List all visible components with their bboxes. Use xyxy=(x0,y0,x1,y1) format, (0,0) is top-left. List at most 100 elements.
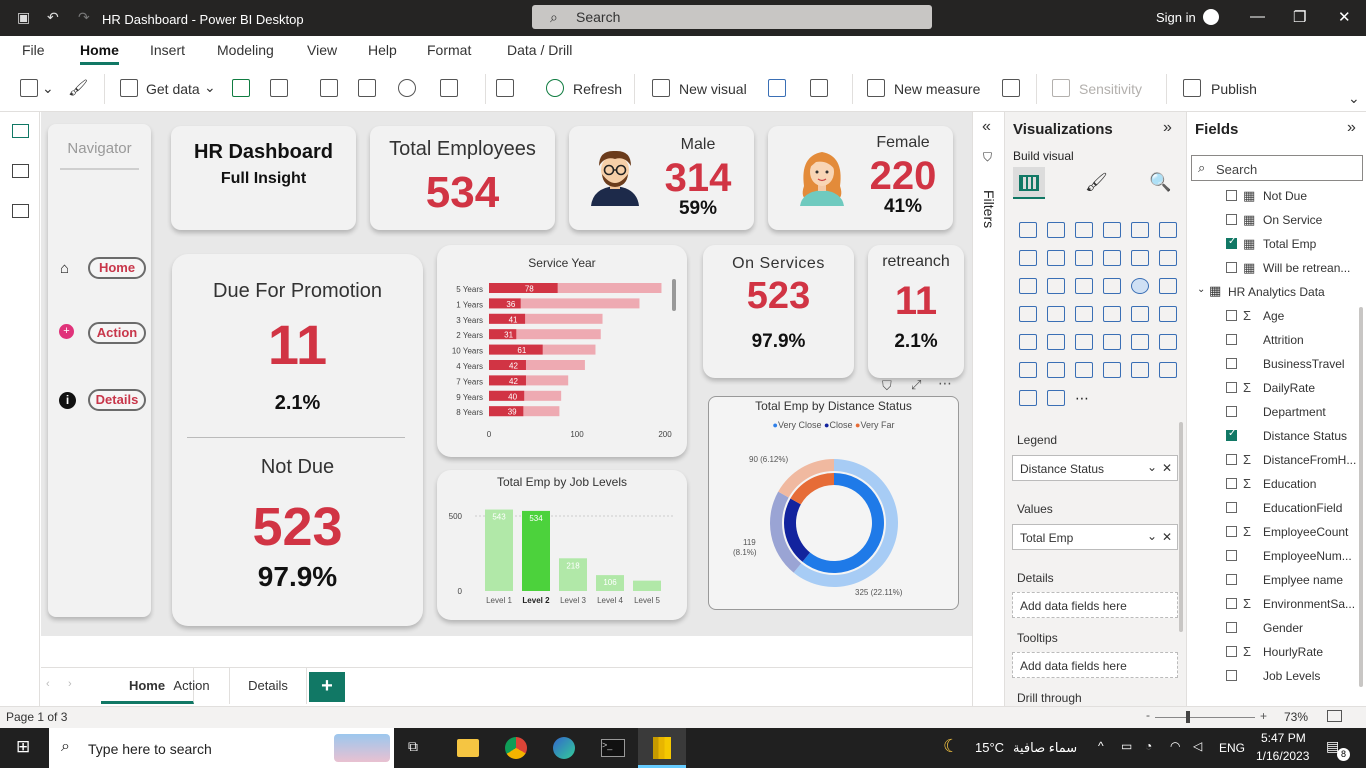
field-item[interactable]: Distance Status xyxy=(1187,424,1357,448)
fields-scrollbar[interactable] xyxy=(1359,307,1363,687)
zoom-out-icon[interactable]: - xyxy=(1146,708,1150,722)
waterfall-visual-icon[interactable] xyxy=(1019,278,1037,294)
zoom-slider[interactable] xyxy=(1155,717,1255,718)
get-data-icon[interactable] xyxy=(120,79,138,97)
values-field-well[interactable]: Total Emp ⌄ ✕ xyxy=(1012,524,1178,550)
job-levels-chart[interactable]: Total Emp by Job Levels 500 0 543 Level 1 53… xyxy=(437,470,687,620)
on-services-card[interactable]: On Services 523 97.9% xyxy=(703,245,854,378)
weather-desc[interactable]: سماء صافية xyxy=(1013,740,1078,755)
field-item[interactable]: Department xyxy=(1187,400,1357,424)
more-visuals-icon[interactable] xyxy=(810,79,828,97)
table-visual-icon[interactable] xyxy=(1047,334,1065,350)
viz-scrollbar[interactable] xyxy=(1179,422,1183,632)
chevron-right-icon[interactable]: › xyxy=(68,678,72,690)
restore-icon[interactable]: ❐ xyxy=(1293,9,1307,26)
key-influencers-visual-icon[interactable] xyxy=(1159,334,1177,350)
slicer-visual-icon[interactable] xyxy=(1019,334,1037,350)
field-item[interactable]: Attrition xyxy=(1187,328,1357,352)
get-data-button[interactable]: Get data xyxy=(146,81,200,97)
tab-help[interactable]: Help xyxy=(368,42,397,58)
field-checkbox[interactable] xyxy=(1226,526,1237,537)
battery-icon[interactable]: ▭ xyxy=(1121,739,1133,753)
remove-field-icon[interactable]: ✕ xyxy=(1161,461,1172,475)
power-automate-visual-icon[interactable] xyxy=(1019,390,1037,406)
taskbar-search[interactable]: ⌕ Type here to search xyxy=(49,728,394,768)
account-icon[interactable] xyxy=(1203,9,1219,25)
field-checkbox[interactable] xyxy=(1226,670,1237,681)
close-icon[interactable]: ✕ xyxy=(1338,9,1351,26)
filters-pane[interactable]: « ⛉ Filters xyxy=(972,112,1005,706)
nav-details-button[interactable]: Details xyxy=(88,389,146,411)
zoom-slider-thumb[interactable] xyxy=(1186,711,1190,723)
distance-status-chart[interactable]: Total Emp by Distance Status ●Very Close… xyxy=(708,396,959,610)
area-visual-icon[interactable] xyxy=(1047,250,1065,266)
clock-time[interactable]: 5:47 PM xyxy=(1261,731,1306,745)
zoom-in-icon[interactable]: + xyxy=(1260,709,1268,723)
dataverse-icon[interactable] xyxy=(398,79,416,97)
field-item[interactable]: ▦ Will be retrean... xyxy=(1187,256,1357,280)
field-item[interactable]: Σ DailyRate xyxy=(1187,376,1357,400)
page-tab-details[interactable]: Details xyxy=(230,668,307,704)
map-visual-icon[interactable] xyxy=(1019,306,1037,322)
new-visual-button[interactable]: New visual xyxy=(679,81,747,97)
more-visual-icon[interactable]: ⋯ xyxy=(1075,390,1089,406)
remove-field-icon[interactable]: ✕ xyxy=(1161,530,1172,544)
clustered-bar-visual-icon[interactable] xyxy=(1075,222,1093,238)
fit-to-page-icon[interactable] xyxy=(1327,710,1342,722)
volume-icon[interactable]: ◁ xyxy=(1193,739,1203,753)
calculator-icon[interactable] xyxy=(867,79,885,97)
edge-icon[interactable] xyxy=(553,737,575,759)
field-checkbox[interactable] xyxy=(1226,622,1237,633)
paste-icon[interactable] xyxy=(20,79,38,97)
field-item[interactable]: ▦ Total Emp xyxy=(1187,232,1357,256)
scrollbar[interactable] xyxy=(672,279,676,311)
matrix-visual-icon[interactable] xyxy=(1075,334,1093,350)
excel-icon[interactable] xyxy=(232,79,250,97)
wifi-icon[interactable]: ◠ xyxy=(1170,739,1181,753)
powerbi-taskbar-button[interactable] xyxy=(638,728,686,768)
field-item[interactable]: BusinessTravel xyxy=(1187,352,1357,376)
field-checkbox[interactable] xyxy=(1226,478,1237,489)
field-item[interactable]: Σ HourlyRate xyxy=(1187,640,1357,664)
transform-data-icon[interactable] xyxy=(496,79,514,97)
tab-home[interactable]: Home xyxy=(80,42,119,65)
kpi-visual-icon[interactable] xyxy=(1159,306,1177,322)
field-checkbox[interactable] xyxy=(1226,550,1237,561)
field-item[interactable]: Σ EmployeeCount xyxy=(1187,520,1357,544)
terminal-icon[interactable]: >_ xyxy=(601,739,625,757)
filters-label[interactable]: Filters xyxy=(981,190,997,229)
new-visual-icon[interactable] xyxy=(652,79,670,97)
file-explorer-icon[interactable] xyxy=(457,739,479,757)
arc-visual-icon[interactable] xyxy=(1047,390,1065,406)
field-checkbox[interactable] xyxy=(1226,574,1237,585)
tooltips-drop-zone[interactable]: Add data fields here xyxy=(1012,652,1178,678)
network-icon[interactable]: ◔ xyxy=(1145,739,1153,753)
sql-icon[interactable] xyxy=(320,79,338,97)
field-checkbox[interactable] xyxy=(1226,190,1237,201)
build-visual-tab[interactable] xyxy=(1013,167,1045,199)
field-checkbox[interactable] xyxy=(1226,646,1237,657)
chevron-down-icon[interactable]: ⌄ xyxy=(204,79,216,95)
add-page-button[interactable]: + xyxy=(309,672,345,702)
collapse-ribbon-icon[interactable]: ⌄ xyxy=(1348,90,1360,106)
text-box-icon[interactable] xyxy=(768,79,786,97)
chrome-icon[interactable] xyxy=(505,737,527,759)
multi-row-card-visual-icon[interactable] xyxy=(1131,306,1149,322)
page-tab-home[interactable]: Home xyxy=(101,668,194,704)
card-visual-icon[interactable] xyxy=(1103,306,1121,322)
field-checkbox[interactable] xyxy=(1226,310,1237,321)
tab-data-drill[interactable]: Data / Drill xyxy=(507,42,573,58)
publish-button[interactable]: Publish xyxy=(1211,81,1257,97)
redo-icon[interactable]: ↷ xyxy=(78,9,90,25)
qa-visual-icon[interactable] xyxy=(1047,362,1065,378)
sign-in-link[interactable]: Sign in xyxy=(1156,10,1196,25)
100-bar-visual-icon[interactable] xyxy=(1131,222,1149,238)
nav-action-button[interactable]: Action xyxy=(88,322,146,344)
field-item[interactable]: ▦ Not Due xyxy=(1187,184,1357,208)
retrench-card[interactable]: retreanch 11 2.1% xyxy=(868,245,964,378)
details-drop-zone[interactable]: Add data fields here xyxy=(1012,592,1178,618)
ribbon-visual-icon[interactable] xyxy=(1159,250,1177,266)
field-item[interactable]: ▦ On Service xyxy=(1187,208,1357,232)
field-item[interactable]: Σ Age xyxy=(1187,304,1357,328)
total-employees-card[interactable]: Total Employees 534 xyxy=(370,126,555,230)
